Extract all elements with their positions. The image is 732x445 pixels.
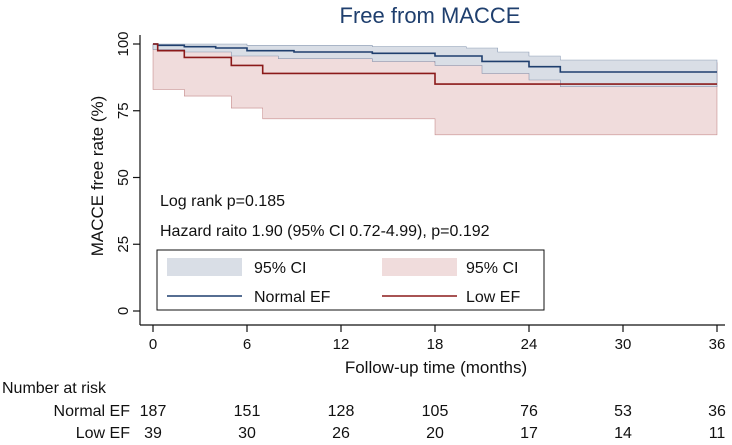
- x-tick-label: 36: [709, 336, 726, 353]
- legend-swatch-normal-ci: [167, 258, 242, 276]
- legend-label-normal-ci: 95% CI: [254, 260, 306, 277]
- risk-value: 36: [708, 403, 726, 420]
- y-tick-label: 25: [115, 236, 132, 253]
- y-tick-label: 50: [115, 169, 132, 186]
- x-tick-label: 18: [427, 336, 444, 353]
- chart-title: Free from MACCE: [340, 3, 521, 28]
- risk-value: 26: [332, 425, 350, 442]
- x-tick-label: 6: [243, 336, 251, 353]
- x-tick-label: 0: [149, 336, 157, 353]
- legend-label-low: Low EF: [466, 289, 520, 306]
- x-tick-label: 12: [333, 336, 350, 353]
- legend-label-normal: Normal EF: [254, 289, 331, 306]
- y-tick-label: 75: [115, 102, 132, 119]
- ci-bands: [152, 43, 718, 136]
- risk-row-normal: Normal EF 187 151 128 105 76 53 36: [0, 403, 732, 423]
- risk-row-label: Normal EF: [53, 403, 130, 420]
- x-tick-label: 30: [615, 336, 632, 353]
- risk-row-low: Low EF 39 30 26 20 17 14 11: [0, 425, 732, 445]
- risk-value: 151: [233, 403, 261, 420]
- y-ticks: 0 25 50 75 100: [115, 31, 140, 315]
- legend-label-low-ci: 95% CI: [466, 260, 518, 277]
- legend-swatch-low-ci: [382, 258, 457, 276]
- risk-value: 105: [421, 403, 449, 420]
- y-axis-label: MACCE free rate (%): [88, 96, 107, 257]
- x-tick-label: 24: [521, 336, 538, 353]
- risk-value: 20: [426, 425, 444, 442]
- risk-value: 187: [139, 403, 167, 420]
- risk-value: 76: [520, 403, 538, 420]
- risk-value: 14: [614, 425, 632, 442]
- legend: 95% CI 95% CI Normal EF Low EF: [156, 249, 545, 311]
- x-ticks: 0 6 12 18 24 30 36: [149, 325, 726, 353]
- risk-value: 30: [238, 425, 256, 442]
- risk-value: 17: [520, 425, 538, 442]
- risk-heading-row: Number at risk: [0, 380, 732, 400]
- risk-row-label: Low EF: [75, 425, 130, 442]
- risk-value: 11: [708, 425, 726, 442]
- survival-curve-normal: [153, 43, 717, 73]
- x-axis-label: Follow-up time (months): [345, 358, 527, 377]
- survival-curves: [153, 43, 717, 85]
- survival-curve-low: [153, 43, 717, 85]
- y-tick-label: 100: [115, 31, 132, 56]
- y-tick-label: 0: [115, 307, 132, 315]
- logrank-annotation: Log rank p=0.185: [160, 193, 285, 210]
- hazard-annotation: Hazard raito 1.90 (95% CI 0.72-4.99), p=…: [160, 223, 490, 240]
- risk-table-heading: Number at risk: [2, 380, 107, 397]
- risk-value: 53: [614, 403, 632, 420]
- risk-value: 39: [144, 425, 162, 442]
- risk-value: 128: [327, 403, 355, 420]
